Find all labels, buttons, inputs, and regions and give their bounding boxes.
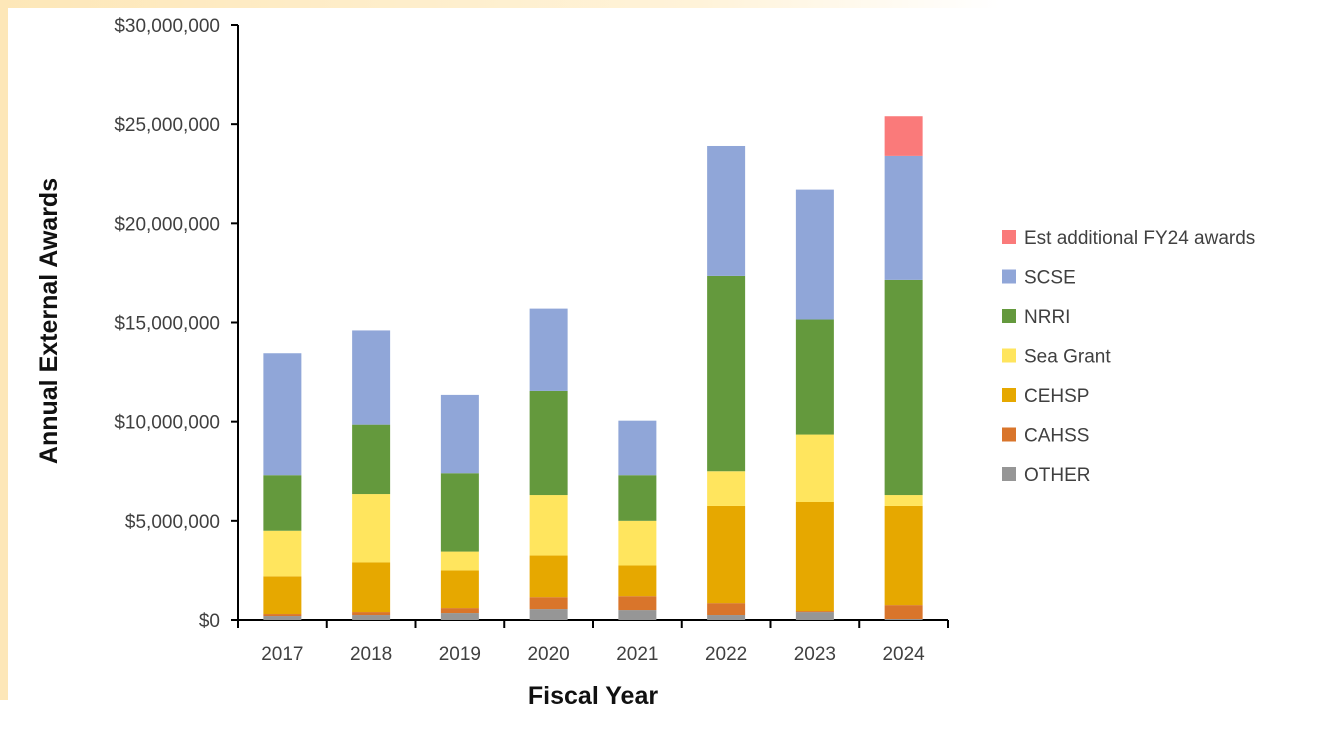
bar-segment-scse-2017 xyxy=(263,353,302,476)
bar-segment-other-2021 xyxy=(618,610,657,620)
bars xyxy=(263,116,923,620)
bar-segment-nrri-2018 xyxy=(352,424,391,495)
bar-segment-other-2019 xyxy=(440,613,479,620)
frame-left-border xyxy=(0,0,8,700)
legend-label-sea-grant: Sea Grant xyxy=(1024,347,1111,368)
bar-segment-cehsp-2018 xyxy=(352,562,391,613)
legend-label-cehsp: CEHSP xyxy=(1024,386,1089,407)
bar-segment-sea-grant-2022 xyxy=(707,471,746,506)
x-tick-label: 2018 xyxy=(350,644,392,665)
bar-segment-cahss-2024 xyxy=(884,605,923,620)
bar-segment-cehsp-2017 xyxy=(263,576,302,615)
legend-swatch-cehsp xyxy=(1002,388,1016,402)
bar-segment-scse-2024 xyxy=(884,155,923,280)
frame-top-border xyxy=(0,0,1000,8)
bar-segment-nrri-2020 xyxy=(529,390,568,496)
bar-segment-nrri-2019 xyxy=(440,473,479,552)
y-tick-label: $30,000,000 xyxy=(114,16,220,37)
bar-segment-sea-grant-2019 xyxy=(440,551,479,571)
legend-swatch-nrri xyxy=(1002,309,1016,323)
bar-segment-other-2023 xyxy=(795,612,834,620)
y-axis-title: Annual External Awards xyxy=(35,178,63,464)
x-tick-label: 2024 xyxy=(882,644,925,665)
bar-segment-scse-2018 xyxy=(352,330,391,425)
bar-segment-cahss-2019 xyxy=(440,608,479,614)
bar-segment-nrri-2022 xyxy=(707,275,746,472)
bar-segment-scse-2022 xyxy=(707,145,746,276)
bar-segment-cahss-2022 xyxy=(707,603,746,616)
bar-segment-sea-grant-2020 xyxy=(529,495,568,556)
bar-segment-other-2020 xyxy=(529,609,568,620)
bar-segment-cehsp-2021 xyxy=(618,565,657,597)
y-tick-label: $25,000,000 xyxy=(114,115,220,136)
bar-segment-other-2018 xyxy=(352,615,391,620)
bar-segment-nrri-2023 xyxy=(795,319,834,435)
legend-label-nrri: NRRI xyxy=(1024,307,1070,328)
bar-segment-nrri-2017 xyxy=(263,475,302,531)
y-tick-label: $10,000,000 xyxy=(114,413,220,434)
bar-segment-cehsp-2022 xyxy=(707,505,746,604)
bar-segment-cahss-2020 xyxy=(529,597,568,610)
legend-label-other: OTHER xyxy=(1024,465,1091,486)
bar-segment-scse-2021 xyxy=(618,420,657,476)
x-tick-label: 2017 xyxy=(261,644,303,665)
bar-segment-nrri-2021 xyxy=(618,475,657,521)
y-tick-label: $15,000,000 xyxy=(114,314,220,335)
legend-swatch-est-additional-fy24-awards xyxy=(1002,230,1016,244)
x-tick-label: 2019 xyxy=(439,644,481,665)
y-axis: $0 $5,000,000 $10,000,000 $15,000,000 $20,00… xyxy=(114,16,239,632)
y-tick-label: $0 xyxy=(199,611,220,632)
bar-segment-other-2017 xyxy=(263,616,302,620)
bar-segment-scse-2020 xyxy=(529,308,568,391)
bar-segment-scse-2019 xyxy=(440,394,479,474)
x-tick-label: 2023 xyxy=(794,644,836,665)
legend-swatch-sea-grant xyxy=(1002,348,1016,363)
bar-segment-cahss-2023 xyxy=(795,611,834,613)
legend-swatch-cahss xyxy=(1002,427,1016,442)
legend-label-est-additional-fy24-awards: Est additional FY24 awards xyxy=(1024,228,1255,249)
legend-swatch-other xyxy=(1002,467,1016,481)
bar-segment-sea-grant-2023 xyxy=(795,434,834,502)
y-tick-label: $5,000,000 xyxy=(125,512,220,533)
bar-segment-est-additional-fy24-awards-2024 xyxy=(884,116,923,156)
bar-segment-sea-grant-2024 xyxy=(884,495,923,506)
bar-segment-sea-grant-2017 xyxy=(263,530,302,577)
bar-segment-scse-2023 xyxy=(795,189,834,320)
legend: Est additional FY24 awards SCSE NRRI Sea Gr… xyxy=(1002,228,1255,486)
x-axis: 2017 2018 2019 2020 2021 2022 2023 2024 xyxy=(237,619,949,665)
bar-segment-cehsp-2020 xyxy=(529,555,568,598)
x-tick-label: 2020 xyxy=(527,644,569,665)
bar-segment-other-2022 xyxy=(707,615,746,620)
x-axis-title: Fiscal Year xyxy=(528,682,658,710)
x-tick-label: 2021 xyxy=(616,644,658,665)
bar-segment-cahss-2018 xyxy=(352,612,391,616)
bar-segment-other-2024 xyxy=(884,619,923,620)
bar-segment-sea-grant-2018 xyxy=(352,494,391,563)
legend-label-scse: SCSE xyxy=(1024,268,1076,289)
bar-segment-cehsp-2019 xyxy=(440,570,479,609)
bar-segment-nrri-2024 xyxy=(884,279,923,496)
bar-segment-cahss-2017 xyxy=(263,614,302,617)
legend-swatch-scse xyxy=(1002,269,1016,284)
x-tick-label: 2022 xyxy=(705,644,747,665)
bar-segment-cehsp-2023 xyxy=(795,501,834,612)
bar-segment-sea-grant-2021 xyxy=(618,520,657,566)
bar-segment-cahss-2021 xyxy=(618,596,657,611)
bar-segment-cehsp-2024 xyxy=(884,505,923,606)
y-tick-label: $20,000,000 xyxy=(114,214,220,235)
legend-label-cahss: CAHSS xyxy=(1024,426,1089,447)
